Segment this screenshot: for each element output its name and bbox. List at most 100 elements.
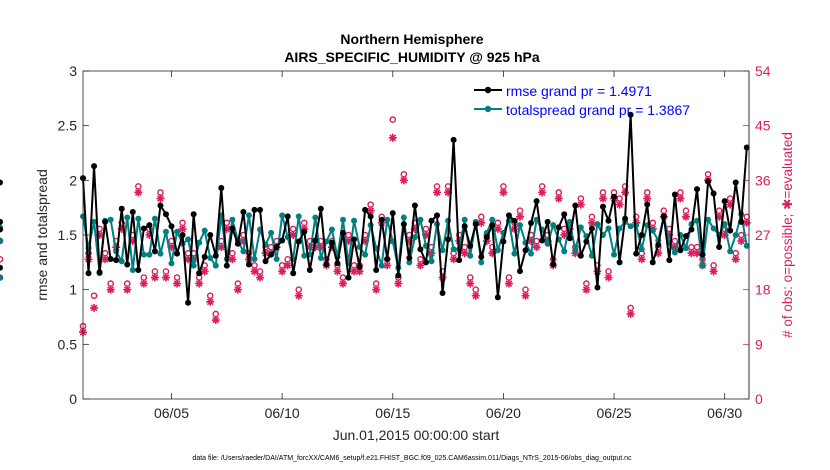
obs-evaluated-point — [316, 243, 325, 252]
obs-evaluated-point — [576, 200, 585, 209]
obs-evaluated-point — [289, 231, 298, 239]
chart-title-line2: AIRS_SPECIFIC_HUMIDITY @ 925 hPa — [284, 49, 540, 65]
obs-evaluated-point — [665, 231, 674, 239]
rmse-point — [107, 256, 114, 263]
y-right-tick-label: 54 — [755, 63, 771, 79]
rmse-point — [273, 244, 280, 251]
legend: rmse grand pr = 1.4971 totalspread grand… — [474, 83, 690, 118]
rmse-point — [688, 226, 695, 233]
rmse-point — [677, 247, 684, 254]
obs-evaluated-point — [211, 316, 220, 325]
obs-evaluated-point — [709, 267, 718, 276]
rmse-point — [682, 233, 689, 240]
obs-evaluated-point — [338, 279, 347, 288]
obs-evaluated-point — [604, 273, 613, 282]
chart-title-line1: Northern Hemisphere — [340, 31, 483, 47]
rmse-point — [162, 211, 169, 218]
obs-evaluated-point — [399, 176, 408, 185]
y-left-tick-label: 0.5 — [58, 336, 78, 352]
rmse-point — [351, 236, 358, 243]
obs-evaluated-point — [123, 285, 132, 294]
obs-evaluated-point — [156, 194, 165, 203]
obs-evaluated-point — [715, 212, 724, 221]
totalspread-point — [384, 216, 391, 223]
totalspread-point — [428, 258, 435, 265]
totalspread-point — [151, 215, 158, 222]
rmse-point — [400, 221, 407, 228]
rmse-point — [483, 234, 490, 241]
totalspread-point — [212, 262, 219, 269]
obs-evaluated-point — [693, 249, 701, 258]
obs-evaluated-point — [515, 212, 524, 221]
totalspread-point — [301, 252, 308, 259]
x-tick-label: 06/15 — [375, 405, 410, 421]
legend-rmse-label: rmse grand pr = 1.4971 — [506, 83, 652, 99]
rmse-point — [544, 218, 551, 225]
totalspread-point — [627, 223, 634, 230]
obs-evaluated-point — [294, 291, 303, 300]
obs-evaluated-point — [178, 224, 187, 233]
rmse-point — [85, 270, 92, 277]
obs-evaluated-point — [593, 267, 602, 276]
obs-evaluated-point — [327, 243, 336, 252]
rmse-point — [295, 238, 302, 245]
totalspread-point — [528, 250, 535, 257]
obs-evaluated-point — [283, 261, 292, 270]
rmse-point — [118, 205, 125, 212]
totalspread-point — [339, 216, 346, 223]
rmse-point — [439, 289, 446, 296]
totalspread-point — [196, 239, 203, 246]
obs-evaluated-point — [488, 249, 497, 258]
y-left-tick-label: 3 — [69, 63, 77, 79]
totalspread-point — [594, 221, 601, 228]
rmse-point — [223, 262, 230, 269]
totalspread-point — [439, 247, 446, 254]
totalspread-point — [566, 218, 573, 225]
obs-evaluated-point — [355, 267, 364, 276]
totalspread-point — [0, 237, 3, 244]
rmse-point — [627, 111, 634, 118]
rmse-point — [511, 217, 518, 224]
y-left-tick-label: 0 — [69, 391, 77, 407]
obs-evaluated-point — [670, 243, 679, 252]
rmse-point — [102, 218, 109, 225]
totalspread-point — [140, 251, 147, 258]
obs-evaluated-point — [150, 273, 159, 282]
rmse-point — [428, 217, 435, 224]
obs-evaluated-point — [737, 237, 746, 246]
rmse-point — [505, 212, 512, 219]
y-right-tick-label: 9 — [755, 336, 763, 352]
rmse-point — [91, 163, 98, 170]
obs-evaluated-point — [139, 279, 148, 288]
obs-evaluated-point — [560, 231, 569, 239]
rmse-point — [367, 213, 374, 220]
obs-evaluated-point — [731, 255, 740, 264]
totalspread-point — [251, 256, 258, 263]
obs-evaluated-point — [587, 218, 596, 227]
obs-evaluated-point — [615, 200, 624, 209]
rmse-point — [727, 227, 734, 234]
totalspread-point — [273, 256, 280, 263]
rmse-point — [588, 225, 595, 232]
totalspread-point — [682, 245, 689, 252]
obs-evaluated-point — [433, 188, 442, 197]
rmse-point — [339, 229, 346, 236]
obs-evaluated-point — [90, 303, 99, 312]
rmse-point — [124, 261, 131, 268]
obs-evaluated-point — [449, 255, 458, 264]
obs-evaluated-point — [195, 279, 204, 288]
rmse-point — [157, 202, 164, 209]
rmse-point — [478, 253, 485, 260]
x-tick-label: 06/20 — [486, 405, 521, 421]
rmse-point — [583, 238, 590, 245]
obs-evaluated-point — [189, 255, 198, 264]
obs-evaluated-point — [482, 237, 491, 246]
rmse-point — [716, 244, 723, 251]
obs-evaluated-point — [687, 249, 696, 258]
rmse-point — [229, 225, 236, 232]
rmse-point — [168, 223, 175, 230]
totalspread-point — [118, 258, 125, 265]
rmse-point — [422, 259, 429, 266]
obs-evaluated-point — [554, 194, 563, 203]
obs-evaluated-point — [250, 267, 259, 276]
